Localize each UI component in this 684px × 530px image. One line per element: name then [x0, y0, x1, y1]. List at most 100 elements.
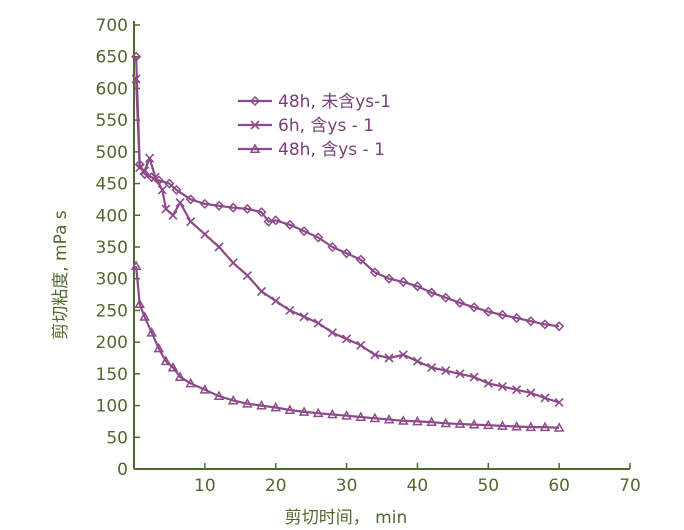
data-point-diamond: [185, 194, 196, 205]
y-tick-label: 350: [96, 238, 128, 258]
data-point-triangle: [139, 311, 150, 321]
data-point-diamond: [469, 302, 480, 313]
data-point-diamond: [242, 203, 253, 215]
data-point-diamond: [369, 267, 380, 278]
data-point-triangle: [249, 143, 261, 153]
x-tick-label: 30: [336, 476, 358, 496]
data-point-x: [150, 172, 160, 182]
data-point-x: [135, 163, 145, 173]
legend-label: 48h, 未含ys-1: [278, 92, 391, 112]
y-tick-label: 500: [96, 143, 128, 163]
y-tick-label: 650: [96, 48, 128, 68]
data-point-x: [313, 318, 323, 328]
data-point-triangle: [160, 355, 172, 366]
data-point-diamond: [171, 184, 182, 195]
data-point-diamond: [341, 248, 352, 259]
data-point-diamond: [440, 292, 451, 303]
data-point-diamond: [313, 232, 324, 243]
data-point-diamond: [249, 95, 261, 107]
data-point-triangle: [327, 408, 338, 419]
data-point-diamond: [539, 319, 551, 330]
chart-series-layer: [130, 51, 565, 432]
y-tick-label: 0: [117, 460, 128, 480]
data-point-diamond: [164, 178, 175, 189]
y-tick-label: 450: [96, 175, 128, 195]
legend-label: 48h, 含ys - 1: [278, 140, 385, 160]
data-point-diamond: [298, 226, 310, 237]
data-point-triangle: [553, 422, 565, 432]
data-point-x: [398, 350, 408, 360]
data-point-triangle: [341, 410, 352, 420]
data-point-diamond: [554, 321, 565, 332]
data-point-triangle: [185, 377, 196, 388]
data-point-diamond: [384, 273, 395, 284]
data-point-triangle: [412, 415, 423, 426]
data-point-triangle: [256, 400, 267, 410]
data-point-triangle: [497, 420, 508, 430]
data-point-x: [200, 229, 210, 239]
data-point-x: [299, 312, 309, 322]
data-point-x: [512, 385, 522, 395]
data-point-x: [370, 350, 380, 360]
data-point-x: [214, 242, 224, 252]
data-point-x: [157, 185, 167, 195]
data-point-x: [356, 340, 366, 350]
data-point-x: [327, 328, 337, 338]
y-tick-label: 600: [96, 79, 128, 99]
data-point-x: [469, 372, 479, 382]
data-point-triangle: [369, 412, 381, 423]
data-point-x: [342, 334, 352, 344]
data-point-x: [131, 74, 141, 84]
data-point-diamond: [213, 200, 225, 211]
data-point-triangle: [174, 371, 186, 381]
data-point-diamond: [398, 276, 409, 287]
data-point-diamond: [228, 202, 239, 213]
chart-axes: 0 50 100 150 200 250 300 350 400 450 500 550 600 650 7…: [96, 16, 641, 496]
series-line: [135, 78, 560, 404]
data-point-diamond: [511, 312, 522, 324]
data-point-triangle: [539, 421, 551, 432]
data-point-triangle: [426, 416, 437, 427]
y-axis-title: 剪切粘度, mPa s: [51, 210, 71, 340]
data-point-triangle: [397, 415, 409, 425]
data-point-x: [242, 270, 252, 281]
data-point-diamond: [327, 241, 338, 253]
data-point-triangle: [167, 361, 179, 372]
series-1: [131, 51, 565, 332]
data-point-diamond: [483, 306, 494, 317]
data-point-x: [161, 204, 171, 214]
data-point-triangle: [454, 418, 466, 428]
y-tick-label: 700: [96, 16, 128, 36]
data-point-x: [186, 217, 196, 227]
data-point-x: [168, 210, 178, 220]
data-point-x: [483, 378, 493, 388]
data-point-triangle: [146, 327, 157, 337]
data-point-x: [497, 381, 508, 392]
data-point-x: [554, 397, 564, 407]
data-point-diamond: [270, 215, 281, 226]
data-point-diamond: [131, 51, 142, 62]
data-point-triangle: [312, 407, 324, 418]
data-point-x: [228, 258, 238, 268]
data-point-triangle: [130, 260, 142, 270]
data-point-x: [285, 305, 295, 315]
data-point-triangle: [242, 398, 253, 408]
data-point-triangle: [440, 417, 452, 428]
data-point-x: [256, 286, 267, 296]
data-point-x: [250, 120, 260, 130]
x-tick-label: 20: [265, 476, 287, 496]
data-point-diamond: [199, 198, 210, 209]
chart-legend: 48h, 未含ys-1 6h, 含ys - 1 48h, 含ys - 1: [238, 92, 391, 160]
data-point-triangle: [270, 401, 281, 412]
data-point-diamond: [412, 281, 423, 292]
data-point-triangle: [153, 342, 165, 353]
data-point-x: [271, 296, 281, 306]
data-point-triangle: [227, 394, 239, 405]
data-point-x: [145, 153, 155, 163]
data-point-triangle: [511, 420, 522, 431]
data-point-triangle: [355, 411, 367, 421]
data-point-diamond: [426, 287, 437, 298]
data-point-triangle: [284, 404, 296, 414]
x-axis-title: 剪切时间， min: [285, 508, 407, 528]
